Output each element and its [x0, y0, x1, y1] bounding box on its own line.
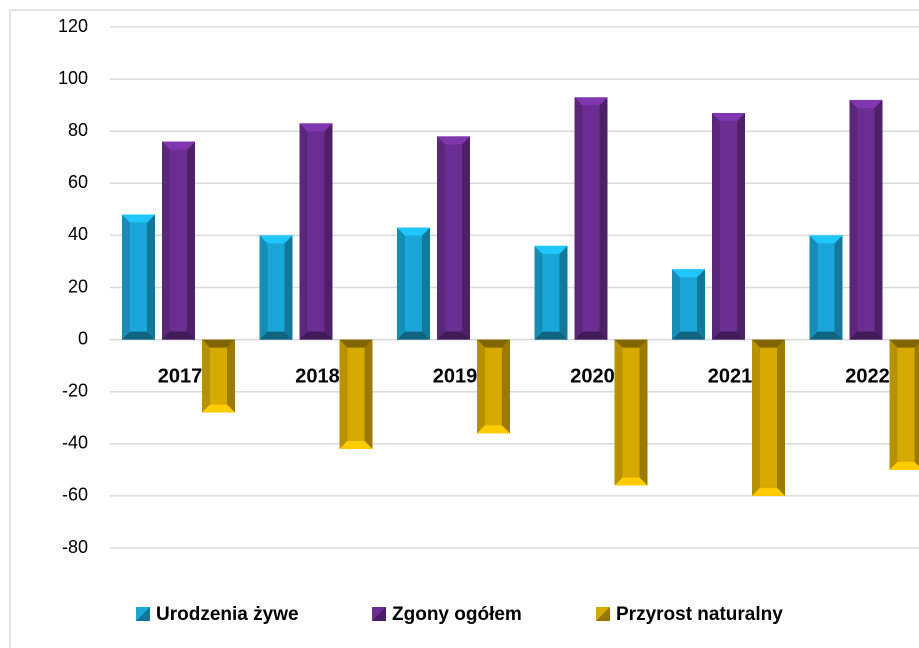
bar-bevel — [397, 227, 405, 340]
bar-bevel — [712, 112, 720, 340]
bar-bevel — [339, 339, 348, 450]
x-tick-label: 2019 — [433, 365, 478, 387]
bar-bevel — [122, 331, 155, 340]
bar-bevel — [364, 339, 373, 450]
bar-bevel — [162, 141, 170, 340]
bar-bevel — [697, 269, 705, 340]
bar-bevel — [672, 269, 680, 340]
bar-bevel — [339, 339, 373, 348]
bar-bevel — [874, 99, 883, 340]
bar-bevel — [559, 245, 568, 340]
bar-bevel — [574, 331, 608, 340]
bar-bevel — [614, 477, 648, 486]
bar-bevel — [599, 97, 608, 340]
bar-bevel — [162, 331, 195, 340]
bar-bevel — [574, 97, 583, 340]
y-tick-label: -80 — [62, 537, 88, 557]
y-tick-label: -60 — [62, 485, 88, 505]
bar-bevel — [227, 339, 235, 413]
bar-bevel — [752, 339, 760, 496]
bar-bevel — [187, 141, 195, 340]
x-tick-label: 2022 — [845, 365, 890, 387]
legend-label: Przyrost naturalny — [616, 604, 783, 625]
y-tick-label: 80 — [68, 120, 88, 140]
bar-bevel — [202, 339, 210, 413]
x-tick-label: 2020 — [570, 365, 615, 387]
bar-bevel — [202, 404, 235, 413]
bar-bevel — [422, 227, 430, 340]
bar-bevel — [534, 245, 568, 254]
bar-bevel — [437, 331, 470, 340]
bar-bevel — [834, 235, 843, 340]
bar-bevel — [299, 123, 333, 132]
bar-bevel — [397, 331, 430, 340]
y-tick-label: 20 — [68, 276, 88, 296]
bar-bevel — [202, 339, 235, 348]
y-tick-label: 120 — [58, 16, 88, 36]
bar-bevel — [122, 214, 130, 340]
bar-bevel — [849, 99, 858, 340]
bar-bevel — [914, 343, 919, 467]
y-tick-label: 100 — [58, 68, 88, 88]
y-tick-label: -20 — [62, 380, 88, 400]
bar-bevel — [534, 331, 568, 340]
bar-bevel — [614, 339, 623, 486]
bar-bevel — [809, 235, 818, 340]
y-tick-label: 60 — [68, 172, 88, 192]
chart-frame — [9, 9, 919, 648]
legend-bevel — [372, 607, 386, 621]
bar-bevel — [477, 425, 510, 434]
bar-bevel — [259, 235, 268, 340]
bar-bevel — [437, 136, 470, 145]
bar-bevel — [299, 331, 333, 340]
legend-label: Zgony ogółem — [392, 604, 522, 625]
bar-bevel — [737, 112, 745, 340]
bar-bevel — [259, 235, 293, 244]
bar-bevel — [284, 235, 293, 340]
y-tick-label: 40 — [68, 224, 88, 244]
x-tick-label: 2021 — [708, 365, 753, 387]
bar-bevel — [889, 461, 919, 470]
legend-bevel — [596, 607, 610, 621]
bar-bevel — [712, 331, 745, 340]
bar-bevel — [777, 339, 785, 496]
bar-bevel — [672, 269, 705, 278]
bar-bevel — [477, 339, 485, 434]
bar-bevel — [339, 441, 373, 450]
bar-bevel — [889, 339, 898, 470]
bar-bevel — [502, 339, 510, 434]
bar-bevel — [614, 339, 648, 348]
bar-bevel — [849, 331, 883, 340]
bar-bevel — [809, 331, 843, 340]
bar-bevel — [534, 245, 543, 340]
bar-bevel — [259, 331, 293, 340]
bar-bevel — [299, 123, 308, 340]
legend-label: Urodzenia żywe — [156, 604, 299, 625]
bar-bevel — [752, 339, 785, 348]
x-tick-label: 2018 — [295, 365, 340, 387]
bar-bevel — [397, 227, 430, 236]
bar-bevel — [639, 339, 648, 486]
bar-bevel — [889, 339, 919, 348]
bar-bevel — [477, 339, 510, 348]
bar-bevel — [437, 136, 445, 340]
y-tick-label: -40 — [62, 433, 88, 453]
bar-bevel — [672, 331, 705, 340]
bar-bevel — [122, 214, 155, 223]
bar-bevel — [162, 141, 195, 150]
bar-bevel — [462, 136, 470, 340]
bar-bevel — [849, 99, 883, 108]
legend-bevel — [136, 607, 150, 621]
bar-bevel — [712, 112, 745, 121]
bar-bevel — [752, 487, 785, 496]
bar-bevel — [574, 97, 608, 106]
y-tick-label: 0 — [78, 328, 88, 348]
bar-bevel — [809, 235, 843, 244]
bar-bevel — [147, 214, 155, 340]
x-tick-label: 2017 — [158, 365, 203, 387]
bar-bevel — [324, 123, 333, 340]
